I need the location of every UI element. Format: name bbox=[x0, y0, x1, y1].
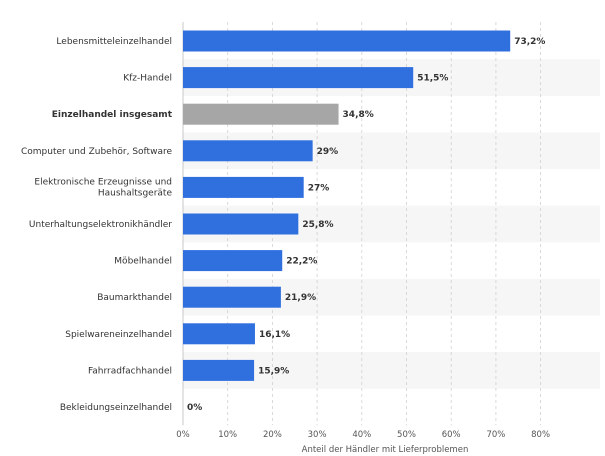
x-tick-label: 30% bbox=[308, 430, 327, 440]
value-label-0: 73,2% bbox=[514, 37, 545, 47]
value-label-7: 21,9% bbox=[285, 293, 316, 303]
x-tick-label: 70% bbox=[486, 430, 505, 440]
category-label-10: Bekleidungseinzelhandel bbox=[60, 403, 172, 413]
bar-3 bbox=[183, 140, 313, 162]
gridlines bbox=[227, 22, 541, 426]
category-label-8: Spielwareneinzelhandel bbox=[65, 330, 172, 340]
category-label-2: Einzelhandel insgesamt bbox=[52, 110, 173, 120]
bar-5 bbox=[183, 213, 299, 235]
bars bbox=[183, 30, 511, 381]
bar-8 bbox=[183, 323, 255, 345]
category-label-7: Baumarkthandel bbox=[97, 293, 172, 303]
value-label-10: 0% bbox=[187, 403, 202, 413]
x-axis-title: Anteil der Händler mit Lieferproblemen bbox=[302, 445, 469, 455]
x-tick-label: 60% bbox=[442, 430, 461, 440]
value-label-8: 16,1% bbox=[259, 330, 290, 340]
category-label-9: Fahrradfachhandel bbox=[88, 366, 172, 376]
value-label-4: 27% bbox=[308, 183, 330, 193]
x-tick-label: 10% bbox=[218, 430, 237, 440]
category-label-3: Computer und Zubehör, Software bbox=[21, 147, 172, 157]
x-tick-labels: 0% 10% 20% 30% 40% 50% 60% 70% 80% bbox=[176, 430, 550, 440]
x-tick-label: 50% bbox=[397, 430, 416, 440]
x-tick-label: 0% bbox=[176, 430, 190, 440]
value-label-1: 51,5% bbox=[417, 74, 448, 84]
x-tick-label: 40% bbox=[352, 430, 371, 440]
category-label-6: Möbelhandel bbox=[114, 257, 172, 267]
bar-9 bbox=[183, 359, 255, 381]
x-tick-label: 20% bbox=[263, 430, 282, 440]
bar-1 bbox=[183, 67, 414, 89]
category-label-1: Kfz-Handel bbox=[123, 74, 172, 84]
category-label-0: Lebensmitteleinzelhandel bbox=[56, 37, 172, 47]
bar-2 bbox=[183, 103, 339, 125]
x-tick-label: 80% bbox=[531, 430, 550, 440]
bar-4 bbox=[183, 176, 304, 198]
value-label-2: 34,8% bbox=[343, 110, 374, 120]
value-label-3: 29% bbox=[317, 147, 339, 157]
value-label-6: 22,2% bbox=[286, 257, 317, 267]
bar-0 bbox=[183, 30, 511, 52]
value-label-5: 25,8% bbox=[302, 220, 333, 230]
value-label-9: 15,9% bbox=[258, 366, 289, 376]
category-label-4: Elektronische Erzeugnisse und Haushaltsge… bbox=[34, 177, 172, 198]
bar-7 bbox=[183, 286, 281, 308]
category-labels: Lebensmitteleinzelhandel Kfz-Handel Einzel… bbox=[21, 37, 173, 413]
value-labels: 73,2% 51,5% 34,8% 29% 27% 25,8% 22,2% 21,9% 16,1… bbox=[187, 37, 545, 413]
category-label-5: Unterhaltungselektronikhändler bbox=[29, 220, 172, 230]
bar-6 bbox=[183, 250, 283, 272]
